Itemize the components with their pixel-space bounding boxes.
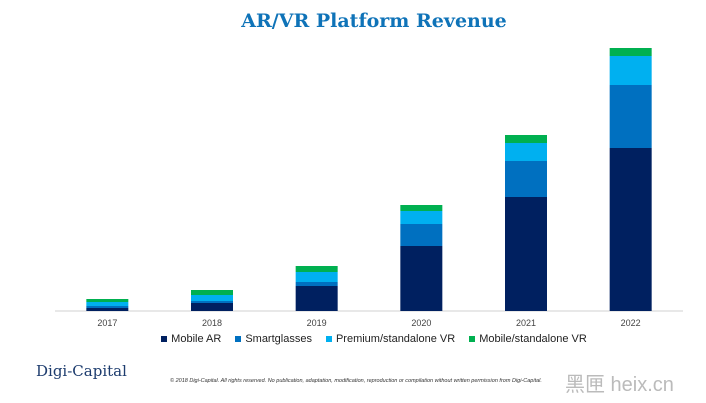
x-tick-label: 2022 xyxy=(621,318,641,328)
bar-2017-premium-standalone-vr xyxy=(86,302,129,306)
bar-2019-smartglasses xyxy=(295,282,338,286)
bar-2020-mobile-standalone-vr xyxy=(400,205,443,211)
x-tick-label: 2021 xyxy=(516,318,536,328)
watermark: 黑匣 heix.cn xyxy=(565,374,674,396)
bar-2018-mobile-ar xyxy=(191,303,233,311)
copyright-text: © 2018 Digi-Capital. All rights reserved… xyxy=(170,378,542,384)
legend-swatch xyxy=(469,336,476,342)
legend-swatch xyxy=(235,336,242,342)
bar-2022-premium-standalone-vr xyxy=(609,56,652,85)
bar-2022-smartglasses xyxy=(609,85,652,148)
legend-item: Smartglasses xyxy=(235,333,312,345)
bar-2022-mobile-standalone-vr xyxy=(609,48,652,56)
chart-title: AR/VR Platform Revenue xyxy=(241,10,507,32)
x-tick-label: 2017 xyxy=(97,318,117,328)
bar-2021-mobile-ar xyxy=(505,197,547,311)
x-tick-label: 2020 xyxy=(411,318,431,328)
bar-2017-mobile-standalone-vr xyxy=(86,299,129,302)
x-tick-label: 2019 xyxy=(307,318,327,328)
bar-2020-premium-standalone-vr xyxy=(400,211,443,224)
legend-label: Mobile/standalone VR xyxy=(479,333,587,345)
bar-2021-mobile-standalone-vr xyxy=(505,135,547,143)
bar-2017-smartglasses xyxy=(86,306,129,308)
legend-item: Mobile AR xyxy=(161,333,221,345)
legend-swatch xyxy=(161,336,168,342)
bar-2022-mobile-ar xyxy=(609,148,652,311)
x-tick-label: 2018 xyxy=(202,318,222,328)
legend-item: Premium/standalone VR xyxy=(325,333,456,345)
legend-item: Mobile/standalone VR xyxy=(469,333,587,345)
bar-2019-premium-standalone-vr xyxy=(295,272,338,282)
legend-label: Smartglasses xyxy=(245,333,312,345)
bar-2017-mobile-ar xyxy=(86,308,129,311)
bar-2021-premium-standalone-vr xyxy=(505,143,547,161)
bar-2019-mobile-standalone-vr xyxy=(295,266,338,272)
legend-label: Premium/standalone VR xyxy=(335,333,456,345)
bar-2018-premium-standalone-vr xyxy=(191,295,233,301)
legend: Mobile AR Smartglasses Premium/standalone … xyxy=(0,333,706,345)
bar-2021-smartglasses xyxy=(505,161,547,197)
bar-2019-mobile-ar xyxy=(295,286,338,311)
bar-2020-mobile-ar xyxy=(400,246,443,311)
bar-2018-smartglasses xyxy=(191,301,233,303)
bar-2020-smartglasses xyxy=(400,224,443,246)
legend-label: Mobile AR xyxy=(171,333,222,345)
bar-2018-mobile-standalone-vr xyxy=(191,290,233,295)
digi-capital-logo: Digi-Capital xyxy=(36,362,127,380)
legend-swatch xyxy=(325,336,332,342)
